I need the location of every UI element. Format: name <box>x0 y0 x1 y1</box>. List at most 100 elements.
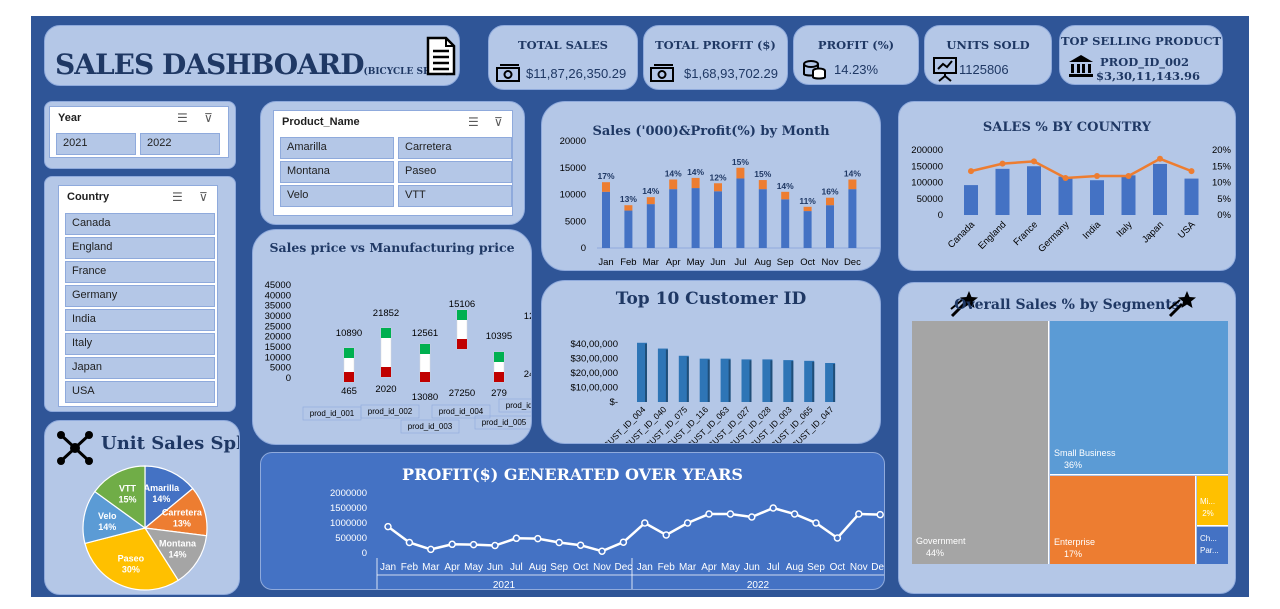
mfg-price-label: 2020 <box>375 384 396 395</box>
treemap-channel-partners[interactable]: Ch... Par... <box>1197 527 1228 564</box>
profit-point <box>769 504 777 512</box>
sales-price-label: 15106 <box>449 299 475 310</box>
multi-select-icon[interactable]: ☰ <box>172 190 183 204</box>
pie-label: Amarilla <box>144 483 181 493</box>
country-slicer-panel: Country ☰ ⊽ Canada England France German… <box>44 176 236 412</box>
slicer-item-2022[interactable]: 2022 <box>140 133 220 155</box>
profit-bar <box>691 177 700 189</box>
pie-slice <box>143 527 208 582</box>
kpi-label: TOTAL SALES <box>518 38 608 52</box>
slicer-item-italy[interactable]: Italy <box>65 333 215 355</box>
x-category-label: prod_id_003 <box>408 422 453 431</box>
customer-bar-shade <box>791 361 794 402</box>
slicer-item-france[interactable]: France <box>65 261 215 283</box>
sales-percent-point <box>968 168 974 175</box>
pie-label: VTT <box>119 484 137 494</box>
sales-percent-point <box>1188 168 1195 175</box>
chart-title: Sales price vs Manufacturing price <box>269 240 515 255</box>
y-tick-label: 2000000 <box>330 488 367 499</box>
presentation-icon <box>933 57 957 82</box>
slicer-item-japan[interactable]: Japan <box>65 357 215 379</box>
sales-by-country-chart: 200000 150000 100000 50000 0 20% 15% 10% 5% 0% Can… <box>911 145 1231 255</box>
y-tick-label: 30000 <box>265 311 291 322</box>
slicer-item-carretera[interactable]: Carretera <box>398 137 512 159</box>
title-text: SALES DASHBOARD <box>55 48 364 81</box>
y-tick-label: 25000 <box>265 321 291 332</box>
clear-filter-icon[interactable]: ⊽ <box>199 190 208 204</box>
pie-slice <box>94 465 146 530</box>
multi-select-icon[interactable]: ☰ <box>177 111 188 125</box>
profit-bar <box>758 180 767 190</box>
sales-percent-point <box>1125 173 1132 179</box>
profit-point <box>748 513 756 521</box>
y-tick-label: 150000 <box>911 161 943 172</box>
y-tick-label: 100000 <box>911 178 943 189</box>
customer-bar-shade <box>749 360 752 402</box>
chart-title: Overall Sales % by Segments <box>954 297 1180 313</box>
x-category-label: prod_id_005 <box>482 418 527 427</box>
slicer-item-england[interactable]: England <box>65 237 215 259</box>
profit-point <box>705 510 713 518</box>
multi-select-icon[interactable]: ☰ <box>468 115 479 129</box>
x-category-label: Feb <box>401 562 419 573</box>
slicer-item-vtt[interactable]: VTT <box>398 185 512 207</box>
y-tick-label: 0 <box>286 373 291 384</box>
customer-bar-shade <box>707 359 710 402</box>
y-tick-label: 5000 <box>565 216 586 227</box>
clear-filter-icon[interactable]: ⊽ <box>494 115 503 129</box>
x-category-label: Sep <box>777 257 794 268</box>
slicer-item-amarilla[interactable]: Amarilla <box>280 137 394 159</box>
profit-data-label: 12% <box>709 172 726 182</box>
profit-point <box>619 538 628 546</box>
customer-bar <box>741 359 752 402</box>
sales-percent-line <box>970 157 1192 180</box>
chart-title: Sales ('000)&Profit(%) by Month <box>592 124 830 139</box>
slicer-title: Year <box>58 112 82 124</box>
segments-treemap: Government 44% Small Business 36% Enterp… <box>912 321 1228 564</box>
x-category-label: Jul <box>510 562 523 573</box>
treemap-label: Enterprise 17% <box>1054 537 1096 559</box>
mfg-price-label: 24440 <box>524 369 532 380</box>
slicer-item-germany[interactable]: Germany <box>65 285 215 307</box>
customer-bar-shade <box>770 360 773 402</box>
treemap-enterprise[interactable]: Enterprise 17% <box>1050 476 1196 564</box>
slicer-item-velo[interactable]: Velo <box>280 185 394 207</box>
kpi-value: $1,68,93,702.29 <box>684 66 778 81</box>
x-category-label: Mar <box>679 562 697 573</box>
slicer-item-canada[interactable]: Canada <box>65 213 215 235</box>
profit-point <box>534 534 542 543</box>
profit-data-label: 16% <box>821 187 838 197</box>
slicer-item-paseo[interactable]: Paseo <box>398 161 512 183</box>
slicer-item-montana[interactable]: Montana <box>280 161 394 183</box>
customer-bar-shade <box>686 356 689 402</box>
sales-percent-point <box>1031 158 1037 165</box>
x-group-label: 2022 <box>747 580 770 590</box>
y-tick-label: 15000 <box>265 342 291 353</box>
slicer-item-2021[interactable]: 2021 <box>56 133 136 155</box>
slicer-item-india[interactable]: India <box>65 309 215 331</box>
slicer-item-usa[interactable]: USA <box>65 381 215 403</box>
kpi-top-selling-product: TOP SELLING PRODUCT PROD_ID_002 $3,30,11… <box>1059 25 1223 85</box>
profit-data-label: 13% <box>620 194 637 204</box>
coins-icon <box>803 60 826 80</box>
profit-point <box>512 534 521 543</box>
profit-data-label: 11% <box>799 196 816 206</box>
sales-bar <box>1121 175 1136 215</box>
shooting-star-icon <box>1168 291 1196 318</box>
product-slicer: Product_Name ☰ ⊽ Amarilla Carretera Mont… <box>273 110 513 216</box>
kpi-value: 1125806 <box>959 62 1009 77</box>
kpi-value: PROD_ID_002 <box>1100 55 1190 69</box>
treemap-government[interactable]: Government 44% <box>912 321 1049 564</box>
profit-point <box>491 541 499 550</box>
profit-data-label: 14% <box>777 181 794 191</box>
x-category-label: Jul <box>734 257 746 268</box>
x-category-label: Aug <box>786 562 804 573</box>
kpi-profit-percent: PROFIT (%) 14.23% <box>793 25 919 85</box>
customer-bar-shade <box>728 359 731 402</box>
clear-filter-icon[interactable]: ⊽ <box>204 111 213 125</box>
pie-value-label: 14% <box>152 494 170 504</box>
profit-point <box>833 534 842 542</box>
treemap-small-business[interactable]: Small Business 36% <box>1050 321 1228 475</box>
x-category-label: Italy <box>1115 219 1135 239</box>
treemap-midmarket[interactable]: Mi... 2% <box>1197 476 1228 526</box>
